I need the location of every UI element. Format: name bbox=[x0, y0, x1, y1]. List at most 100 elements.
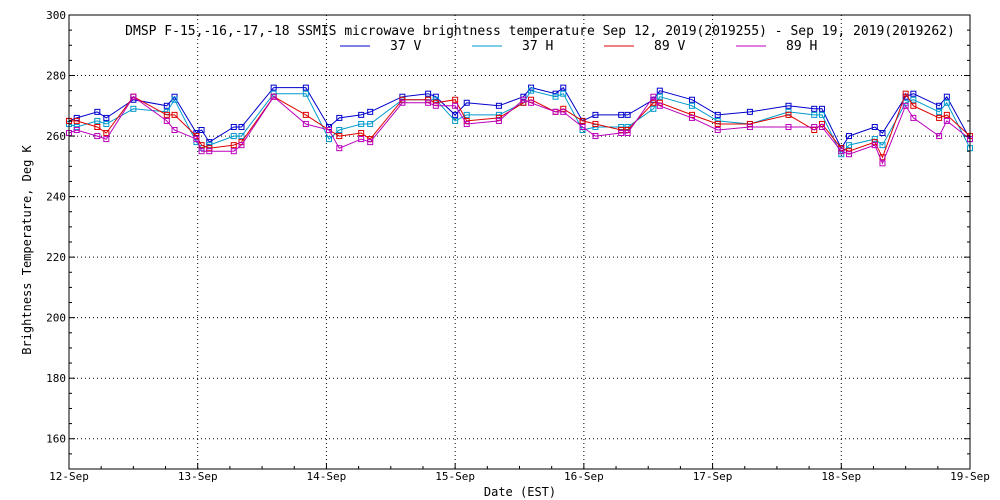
data-point bbox=[336, 145, 343, 152]
data-point bbox=[579, 123, 586, 130]
x-tick-label: 15-Sep bbox=[435, 470, 475, 483]
data-point bbox=[656, 102, 663, 109]
data-point bbox=[130, 93, 137, 100]
series-89-v bbox=[66, 90, 973, 161]
x-tick-label: 19-Sep bbox=[950, 470, 990, 483]
data-point bbox=[520, 96, 527, 103]
axis-ticks: 160 180 200 220 240 260 280 300 12-Sep 13-Sep 14-S… bbox=[46, 9, 990, 483]
data-point bbox=[326, 127, 333, 134]
data-point bbox=[746, 108, 753, 115]
y-tick-label: 240 bbox=[46, 191, 66, 204]
data-point bbox=[785, 111, 792, 118]
y-tick-label: 180 bbox=[46, 372, 66, 385]
y-tick-label: 200 bbox=[46, 312, 66, 325]
data-point bbox=[452, 102, 459, 109]
data-point bbox=[528, 84, 535, 91]
data-point bbox=[270, 84, 277, 91]
data-point bbox=[193, 136, 200, 143]
data-point bbox=[302, 90, 309, 97]
y-tick-label: 220 bbox=[46, 251, 66, 264]
data-point bbox=[879, 130, 886, 137]
data-point bbox=[936, 102, 943, 109]
data-point bbox=[358, 136, 365, 143]
data-point bbox=[198, 148, 205, 155]
data-point bbox=[432, 99, 439, 106]
data-point bbox=[785, 102, 792, 109]
x-tick-label: 17-Sep bbox=[693, 470, 733, 483]
legend: 37 V 37 H 89 V 89 H bbox=[340, 39, 817, 54]
data-point bbox=[943, 111, 950, 118]
data-point bbox=[936, 114, 943, 121]
data-point bbox=[367, 139, 374, 146]
data-point bbox=[688, 114, 695, 121]
data-point bbox=[238, 123, 245, 130]
data-point bbox=[103, 114, 110, 121]
data-point bbox=[560, 105, 567, 112]
data-point bbox=[818, 111, 825, 118]
data-point bbox=[618, 130, 625, 137]
data-point bbox=[326, 136, 333, 143]
data-point bbox=[367, 120, 374, 127]
data-point bbox=[936, 133, 943, 140]
data-point bbox=[943, 117, 950, 124]
data-point bbox=[785, 108, 792, 115]
data-point bbox=[399, 96, 406, 103]
data-point bbox=[452, 96, 459, 103]
data-point bbox=[650, 99, 657, 106]
data-point bbox=[425, 99, 432, 106]
data-point bbox=[936, 108, 943, 115]
data-point bbox=[94, 117, 101, 124]
grid bbox=[69, 15, 970, 469]
data-point bbox=[902, 102, 909, 109]
data-point bbox=[452, 117, 459, 124]
data-point bbox=[238, 133, 245, 140]
data-point bbox=[818, 105, 825, 112]
data-point bbox=[432, 96, 439, 103]
series-layer bbox=[66, 84, 973, 167]
data-point bbox=[618, 111, 625, 118]
data-point bbox=[714, 120, 721, 127]
legend-label: 37 H bbox=[522, 39, 553, 54]
data-point bbox=[163, 102, 170, 109]
legend-label: 89 H bbox=[786, 39, 817, 54]
data-point bbox=[171, 96, 178, 103]
data-point bbox=[193, 133, 200, 140]
data-point bbox=[592, 111, 599, 118]
data-point bbox=[495, 117, 502, 124]
data-point bbox=[811, 127, 818, 134]
data-point bbox=[846, 133, 853, 140]
data-point bbox=[336, 127, 343, 134]
data-point bbox=[358, 111, 365, 118]
x-tick-label: 12-Sep bbox=[49, 470, 89, 483]
data-point bbox=[943, 99, 950, 106]
data-point bbox=[811, 123, 818, 130]
data-point bbox=[838, 148, 845, 155]
data-point bbox=[528, 87, 535, 94]
data-point bbox=[336, 133, 343, 140]
data-point bbox=[560, 84, 567, 91]
data-point bbox=[714, 117, 721, 124]
data-point bbox=[399, 99, 406, 106]
chart-title: DMSP F-15,-16,-17,-18 SSMIS microwave br… bbox=[125, 24, 955, 39]
data-point bbox=[902, 90, 909, 97]
y-axis-label: Brightness Temperature, Deg K bbox=[20, 144, 34, 354]
data-point bbox=[879, 160, 886, 167]
y-tick-label: 280 bbox=[46, 70, 66, 83]
data-point bbox=[688, 96, 695, 103]
data-point bbox=[560, 90, 567, 97]
x-tick-label: 18-Sep bbox=[821, 470, 861, 483]
plot-frame bbox=[68, 14, 971, 470]
data-point bbox=[302, 84, 309, 91]
data-point bbox=[592, 133, 599, 140]
legend-label: 89 V bbox=[654, 39, 685, 54]
data-point bbox=[818, 123, 825, 130]
data-point bbox=[785, 123, 792, 130]
data-point bbox=[94, 123, 101, 130]
data-point bbox=[650, 93, 657, 100]
data-point bbox=[592, 120, 599, 127]
data-point bbox=[746, 123, 753, 130]
data-point bbox=[714, 127, 721, 134]
data-point bbox=[818, 120, 825, 127]
data-point bbox=[425, 96, 432, 103]
